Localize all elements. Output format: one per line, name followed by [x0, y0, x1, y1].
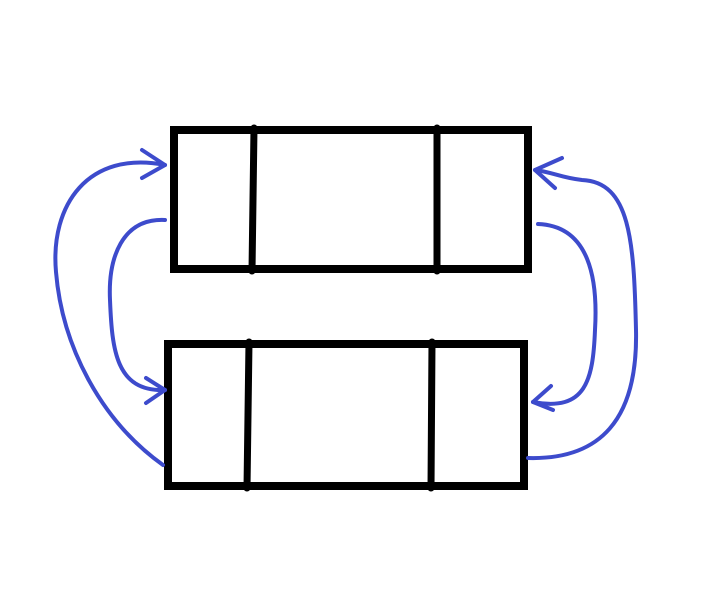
left-inner-arrow — [107, 217, 167, 393]
arrowhead — [144, 376, 167, 405]
node-divider — [427, 338, 436, 492]
node-box — [164, 340, 528, 490]
left-outer-arrow — [53, 160, 167, 467]
links — [53, 148, 639, 467]
arrowhead — [533, 156, 564, 190]
arrowhead — [531, 384, 555, 412]
right-inner-arrow — [531, 222, 598, 406]
top-node — [170, 124, 532, 275]
node-divider — [248, 124, 258, 275]
right-outer-arrow — [526, 168, 639, 461]
node-box — [170, 126, 532, 273]
arrowhead — [140, 148, 167, 180]
bottom-node — [164, 338, 528, 492]
node-divider — [243, 338, 253, 492]
